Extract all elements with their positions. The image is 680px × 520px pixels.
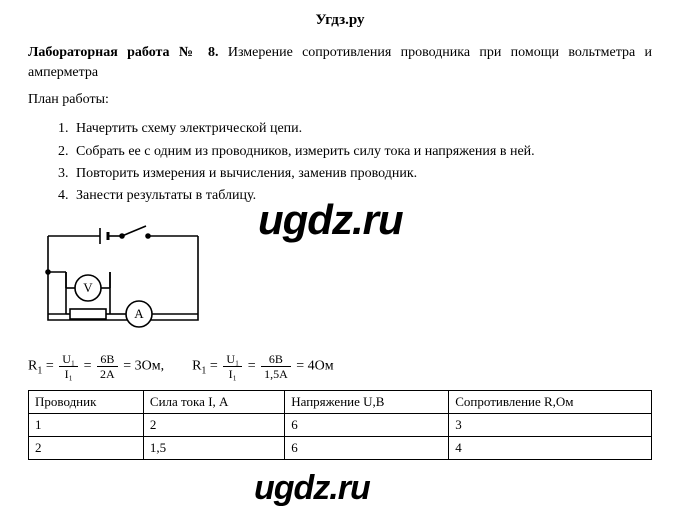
- svg-text:V: V: [83, 280, 93, 295]
- col-header: Напряжение U,B: [285, 390, 449, 413]
- table-row: 1 2 6 3: [29, 413, 652, 436]
- formula-row: R1 = U₁I₁ = 6B2A = 3Ом, R1 = U₁I₁ = 6B1,…: [28, 353, 652, 380]
- plan-list: Начертить схему электрической цепи. Собр…: [72, 118, 652, 208]
- col-header: Сопротивление R,Ом: [449, 390, 652, 413]
- results-table: Проводник Сила тока I, А Напряжение U,B …: [28, 390, 652, 460]
- circuit-diagram: V A: [28, 222, 652, 347]
- formula-1: R1 = U₁I₁ = 6B2A = 3Ом,: [28, 353, 164, 380]
- circuit-svg: V A: [28, 222, 218, 342]
- watermark: ugdz.ru: [254, 469, 370, 508]
- table-row: 2 1,5 6 4: [29, 436, 652, 459]
- site-header: Угдз.ру: [28, 12, 652, 29]
- lab-title: Лабораторная работа № 8. Измерение сопро…: [28, 43, 652, 82]
- svg-text:A: A: [134, 306, 144, 321]
- table-header-row: Проводник Сила тока I, А Напряжение U,B …: [29, 390, 652, 413]
- col-header: Проводник: [29, 390, 144, 413]
- list-item: Собрать ее с одним из проводников, измер…: [72, 141, 652, 163]
- col-header: Сила тока I, А: [143, 390, 284, 413]
- list-item: Занести результаты в таблицу.: [72, 185, 652, 207]
- formula-2: R1 = U₁I₁ = 6B1,5A = 4Ом: [192, 353, 334, 380]
- lab-number: Лабораторная работа № 8.: [28, 45, 219, 60]
- list-item: Повторить измерения и вычисления, замени…: [72, 163, 652, 185]
- plan-label: План работы:: [28, 92, 652, 108]
- list-item: Начертить схему электрической цепи.: [72, 118, 652, 140]
